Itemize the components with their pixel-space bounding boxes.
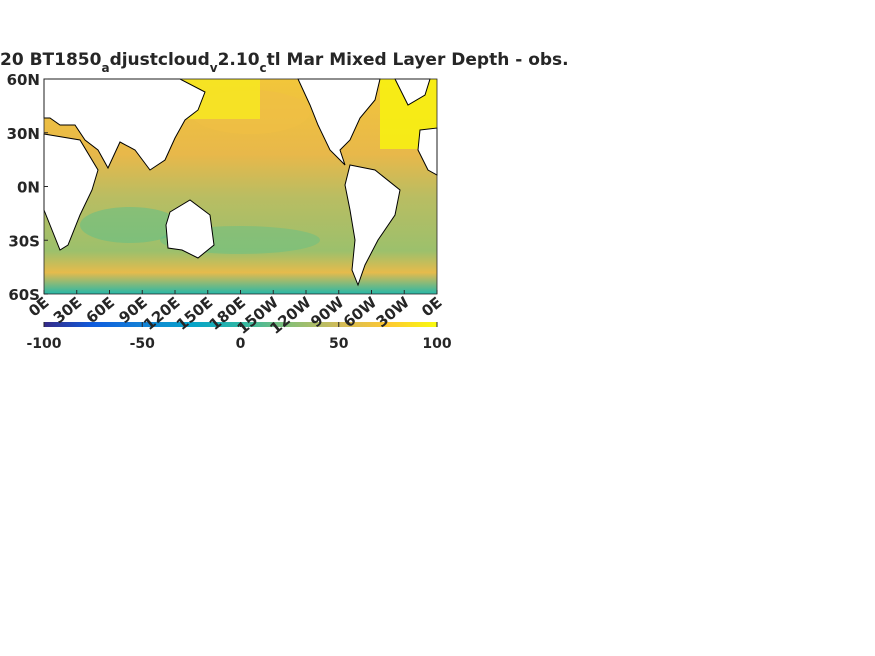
- eurasia: [43, 78, 206, 171]
- y-tick-label: 30S: [8, 232, 40, 250]
- title-part: 20 BT1850: [0, 50, 102, 70]
- title-subscript: v: [210, 61, 218, 75]
- y-tick-label: 30N: [7, 125, 40, 143]
- y-tick-label: 60N: [7, 71, 40, 89]
- y-tick-label: 0N: [17, 179, 40, 197]
- title-part: djustcloud: [110, 50, 210, 70]
- colorbar-tick-label: 0: [236, 336, 246, 352]
- field-patch: [80, 207, 180, 243]
- x-tick-label: 120E: [140, 293, 183, 334]
- title-part: 2.10: [218, 50, 260, 70]
- x-tick-label: 150E: [173, 293, 216, 334]
- africa: [43, 133, 99, 251]
- y-tick-label: 60S: [8, 286, 40, 304]
- chart-title: 20 BT1850adjustcloudv2.10ctl Mar Mixed L…: [0, 50, 569, 75]
- title-subscript: c: [260, 61, 267, 75]
- west-africa: [417, 127, 438, 176]
- north-america: [297, 78, 381, 166]
- colorbar-tick-label: -50: [130, 336, 156, 352]
- colorbar-tick-label: 100: [422, 336, 451, 352]
- title-part: tl Mar Mixed Layer Depth - obs.: [267, 50, 569, 70]
- land: [43, 78, 438, 287]
- australia: [165, 199, 215, 259]
- x-tick-label: 0E: [418, 293, 445, 320]
- south-america: [344, 164, 401, 287]
- colorbar-tick-label: -100: [26, 336, 61, 352]
- colorbar-tick-label: 50: [329, 336, 349, 352]
- title-subscript: a: [101, 61, 109, 75]
